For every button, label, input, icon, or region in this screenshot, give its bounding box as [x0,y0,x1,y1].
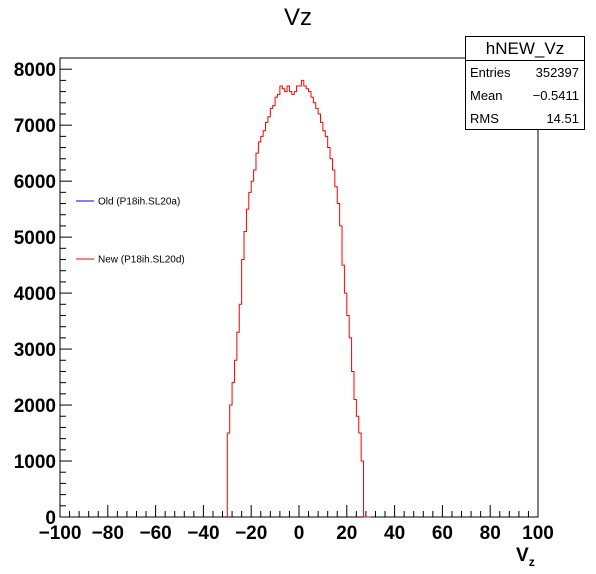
x-tick-label: −80 [92,523,124,544]
x-tick-label: 100 [522,523,554,544]
x-tick-label: 0 [294,523,305,544]
y-tick-label: 5000 [14,228,56,249]
stats-key: Entries [470,65,511,80]
y-tick-label: 3000 [14,340,56,361]
x-tick-label: 80 [480,523,501,544]
y-tick-label: 1000 [14,452,56,473]
y-axis: 0 1000 2000 3000 4000 5000 6000 7000 8000 [14,57,72,529]
stats-value: 14.51 [546,111,579,126]
y-tick-label: 2000 [14,396,56,417]
x-tick-label: 40 [384,523,405,544]
x-axis: −100 −80 −60 −40 −20 0 20 40 60 80 100 [39,505,554,544]
x-tick-label: −20 [235,523,267,544]
stats-value: −0.5411 [532,88,579,103]
x-tick-label: 20 [336,523,357,544]
x-tick-label: 60 [432,523,453,544]
y-tick-label: 0 [45,508,56,529]
x-axis-label-sub: z [528,554,535,569]
x-tick-label: −40 [187,523,219,544]
y-tick-label: 7000 [14,116,56,137]
stats-row-mean: Mean −0.5411 [466,84,584,107]
x-axis-label-main: V [516,545,529,566]
stats-value: 352397 [535,65,579,80]
stats-row-rms: RMS 14.51 [466,107,584,130]
chart-title: Vz [283,4,312,31]
y-tick-label: 4000 [14,284,56,305]
y-tick-label: 6000 [14,172,56,193]
x-tick-label: −60 [139,523,171,544]
x-tick-label: −100 [39,523,82,544]
legend-label: Old (P18ih.SL20a) [98,197,180,208]
legend: Old (P18ih.SL20a) New (P18ih.SL20d) [76,197,185,266]
histogram-line-new [226,79,371,518]
stats-box: hNEW_Vz Entries 352397 Mean −0.5411 RMS … [465,36,585,130]
y-tick-label: 8000 [14,60,56,81]
x-axis-label: Vz [516,545,535,569]
legend-label: New (P18ih.SL20d) [98,255,185,266]
stats-title: hNEW_Vz [466,37,584,61]
stats-key: RMS [470,111,499,126]
stats-row-entries: Entries 352397 [466,61,584,84]
stats-key: Mean [470,88,503,103]
